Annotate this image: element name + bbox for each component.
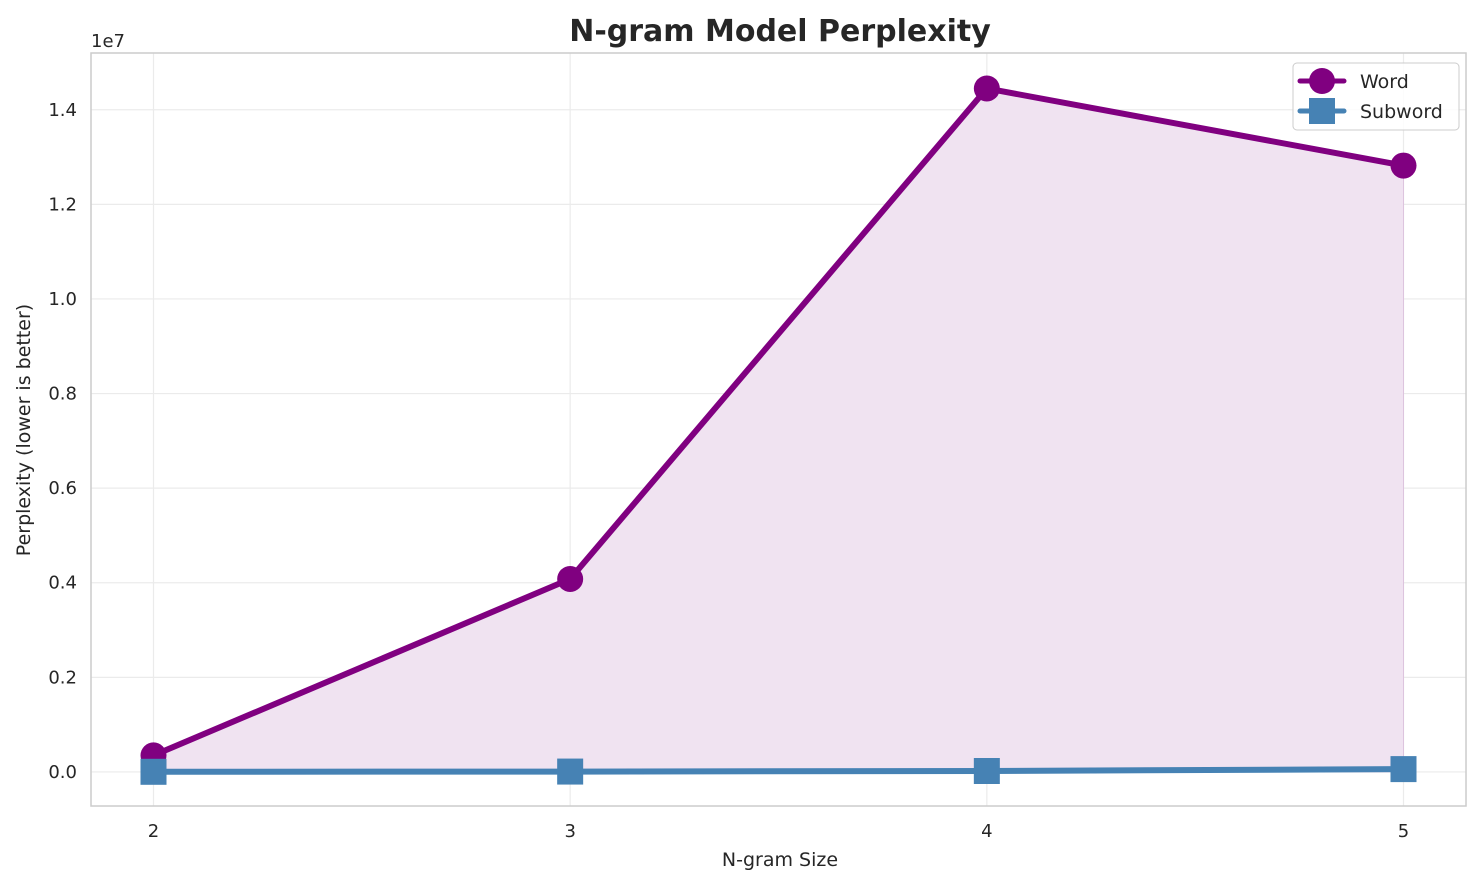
legend-marker-word [1309, 68, 1335, 94]
y-offset-label: 1e7 [91, 31, 125, 52]
data-point-word [973, 75, 1000, 102]
x-tick-label: 5 [1398, 821, 1409, 842]
y-tick-label: 1.0 [48, 289, 77, 310]
series-lines [150, 85, 1407, 775]
y-tick-labels: 0.0 0.2 0.4 0.6 0.8 1.0 1.2 1.4 [48, 100, 77, 783]
x-tick-label: 3 [564, 821, 575, 842]
x-tick-labels: 2 3 4 5 [148, 821, 1409, 842]
y-tick-label: 0.0 [48, 762, 77, 783]
legend-marker-subword [1309, 98, 1335, 124]
y-tick-label: 1.4 [48, 100, 77, 121]
data-point-subword [140, 758, 167, 785]
data-point-word [1390, 152, 1417, 179]
y-tick-label: 0.6 [48, 478, 77, 499]
series-line-word [150, 85, 1407, 759]
y-tick-label: 0.8 [48, 384, 77, 405]
y-axis-label: Perplexity (lower is better) [13, 304, 35, 556]
plot-frame [90, 52, 1467, 807]
data-point-subword [973, 757, 1000, 784]
x-axis-label: N-gram Size [722, 849, 838, 871]
data-point-subword [1390, 756, 1417, 783]
series-line-subword [150, 766, 1407, 775]
y-tick-label: 0.2 [48, 667, 77, 688]
data-point-subword [557, 758, 584, 785]
x-tick-label: 2 [148, 821, 159, 842]
legend-label-subword: Subword [1360, 101, 1443, 123]
series-markers [140, 75, 1417, 785]
legend: Word Subword [1292, 62, 1460, 131]
y-tick-label: 1.2 [48, 194, 77, 215]
y-tick-label: 0.4 [48, 573, 77, 594]
data-point-word [557, 565, 584, 592]
chart-title: N-gram Model Perplexity [569, 14, 991, 49]
legend-label-word: Word [1360, 71, 1409, 93]
x-tick-label: 4 [981, 821, 992, 842]
